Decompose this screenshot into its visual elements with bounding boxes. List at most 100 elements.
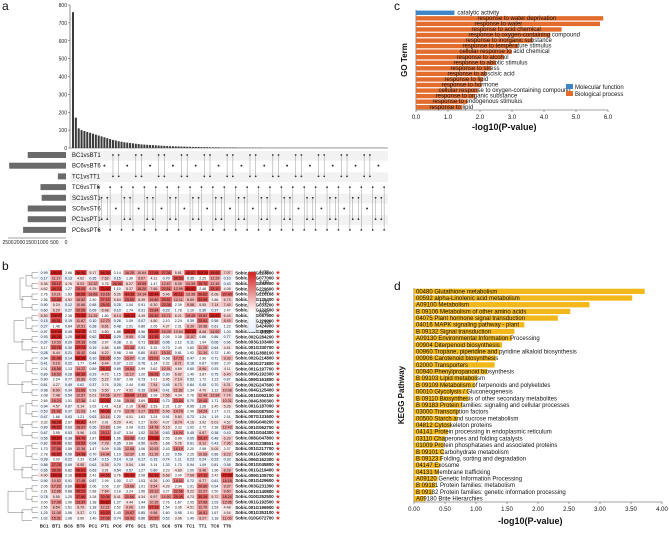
heatmap-cell-value: 1.34 <box>187 388 194 392</box>
intersection-dot <box>180 175 183 178</box>
heatmap-cell-value: 25.50 <box>125 298 134 302</box>
heatmap-cell-value: 0.49 <box>65 330 72 334</box>
heatmap-cell-value: 5.14 <box>77 404 84 408</box>
heatmap-cell-value: 9.94 <box>150 388 157 392</box>
heatmap-cell-value: 5.22 <box>187 490 194 494</box>
heatmap-cell-value: 10.68 <box>198 452 207 456</box>
intersection-bar <box>134 143 137 148</box>
intersection-dot <box>260 218 263 221</box>
heatmap-cell-value: 3.32 <box>41 420 48 424</box>
heatmap-cell-value: 0.28 <box>89 324 96 328</box>
heatmap-cell-value: 7.48 <box>53 394 60 398</box>
heatmap-cell-value: 0.72 <box>211 351 218 355</box>
heatmap-cell-value: 0.95 <box>187 404 194 408</box>
heatmap-cell-value: 2.24 <box>53 378 60 382</box>
heatmap-cell-value: 33.99 <box>198 298 207 302</box>
heatmap-cell-value: 4.08 <box>224 287 231 291</box>
heatmap-cell-value: 28.93 <box>149 372 158 376</box>
heatmap-cell-value: 0.38 <box>211 431 218 435</box>
heatmap-cell-value: 12.11 <box>174 298 183 302</box>
heatmap-cell-value: 0.78 <box>41 495 48 499</box>
heatmap-cell-value: 2.20 <box>187 447 194 451</box>
heatmap-cell-value: 4.80 <box>150 319 157 323</box>
heatmap-cell-value: 12.46 <box>198 394 207 398</box>
star-marker: ★ <box>275 419 280 426</box>
heatmap-cell-value: 0.86 <box>138 516 145 520</box>
intersection-dot <box>348 186 351 189</box>
heatmap-cell-value: 2.43 <box>163 447 170 451</box>
heatmap-cell-value: 46.62 <box>52 452 61 456</box>
heatmap-cell-value: 0.94 <box>211 484 218 488</box>
heatmap-cell-value: 4.37 <box>163 324 170 328</box>
x-tick-label: 3.00 <box>594 507 606 513</box>
heatmap-cell-value: 7.74 <box>224 394 231 398</box>
heatmap-cell-value: 0.97 <box>41 330 48 334</box>
set-size-bar <box>40 184 66 191</box>
heatmap-cell-value: 7.62 <box>102 276 109 280</box>
heatmap-cell-value: 26.40 <box>149 314 158 318</box>
set-size-bar <box>57 173 66 180</box>
intersection-dot <box>374 218 377 221</box>
heatmap-cell-value: 3.32 <box>150 346 157 350</box>
heatmap-cell-value: 4.89 <box>175 468 182 472</box>
heatmap-cell-value: 5.55 <box>53 495 60 499</box>
heatmap-cell-value: 0.58 <box>163 356 170 360</box>
heatmap-cell-value: 1.02 <box>187 426 194 430</box>
intersection-dot <box>234 186 237 189</box>
gene-id-label: Sobic.003G231300 <box>235 484 274 489</box>
legend-colorbar <box>247 271 257 333</box>
heatmap-cell-value: 0.80 <box>138 324 145 328</box>
heatmap-cell-value: 40.51 <box>52 319 61 323</box>
panel-label-a: a <box>2 0 9 13</box>
heatmap-cell-value: 2.88 <box>89 490 96 494</box>
heatmap-cell-value: 3.69 <box>138 399 145 403</box>
heatmap-cell-value: 0.96 <box>138 330 145 334</box>
intersection-dot <box>383 229 386 231</box>
heatmap-cell-value: 34.98 <box>76 452 85 456</box>
heatmap-cell-value: 0.35 <box>114 442 121 446</box>
heatmap-cell-value: 0.53 <box>65 431 72 435</box>
heatmap-cell-value: 17.06 <box>198 500 207 504</box>
kegg-bar <box>414 315 558 321</box>
heatmap-cell-value: 0.25 <box>114 303 121 307</box>
intersection-dot <box>254 154 257 156</box>
heatmap-cell-value: 4.50 <box>102 330 109 334</box>
heatmap-cell-value: 2.11 <box>126 340 133 344</box>
gene-id-label: Sobic.001G388100 <box>235 350 274 355</box>
intersection-dot <box>106 196 109 199</box>
kegg-bar <box>414 409 459 415</box>
heatmap-cell-value: 11.08 <box>52 511 61 515</box>
heatmap-cell-value: 19.45 <box>198 399 207 403</box>
heatmap-cell-value: 0.53 <box>187 378 194 382</box>
intersection-dot <box>266 218 269 221</box>
heatmap-cell-value: 6.44 <box>102 362 109 366</box>
heatmap-cell-value: 30.06 <box>101 495 110 499</box>
heatmap-cell-value: 1.60 <box>163 511 170 515</box>
heatmap-cell-value: 0.61 <box>211 324 218 328</box>
intersection-dot <box>291 186 294 189</box>
heatmap-cell-value: 1.00 <box>114 479 121 483</box>
heatmap-cell-value: 0.50 <box>138 442 145 446</box>
intersection-dot <box>194 164 197 167</box>
heatmap-cell-value: 0.94 <box>41 404 48 408</box>
heatmap-cell-value: 226.20 <box>75 474 86 478</box>
heatmap-cell-value: 3.06 <box>102 484 109 488</box>
heatmap-cell-value: 2.99 <box>138 367 145 371</box>
heatmap-cell-value: 0.45 <box>187 431 194 435</box>
heatmap-cell-value: 2.18 <box>114 490 121 494</box>
matrix-row-bg <box>70 215 388 225</box>
heatmap-cell-value: 3.28 <box>89 495 96 499</box>
heatmap-cell-value: 1.67 <box>211 511 218 515</box>
heatmap-cell-value: 16.19 <box>174 447 183 451</box>
heatmap-cell-value: 26.56 <box>113 282 122 286</box>
intersection-dot <box>251 207 254 210</box>
heatmap-cell-value: 3.79 <box>114 410 121 414</box>
heatmap-cell-value: 8.96 <box>199 367 206 371</box>
gene-id-label: Sobic.004G125400 <box>235 388 274 393</box>
heatmap-cell-value: 13.36 <box>186 292 195 296</box>
heatmap-cell-value: 4.92 <box>126 388 133 392</box>
heatmap-cell-value: 3.24 <box>150 415 157 419</box>
kegg-pathway-label: 00960 Tropane, piperidine and pyridine a… <box>416 349 577 355</box>
go-term-bar <box>416 49 512 54</box>
